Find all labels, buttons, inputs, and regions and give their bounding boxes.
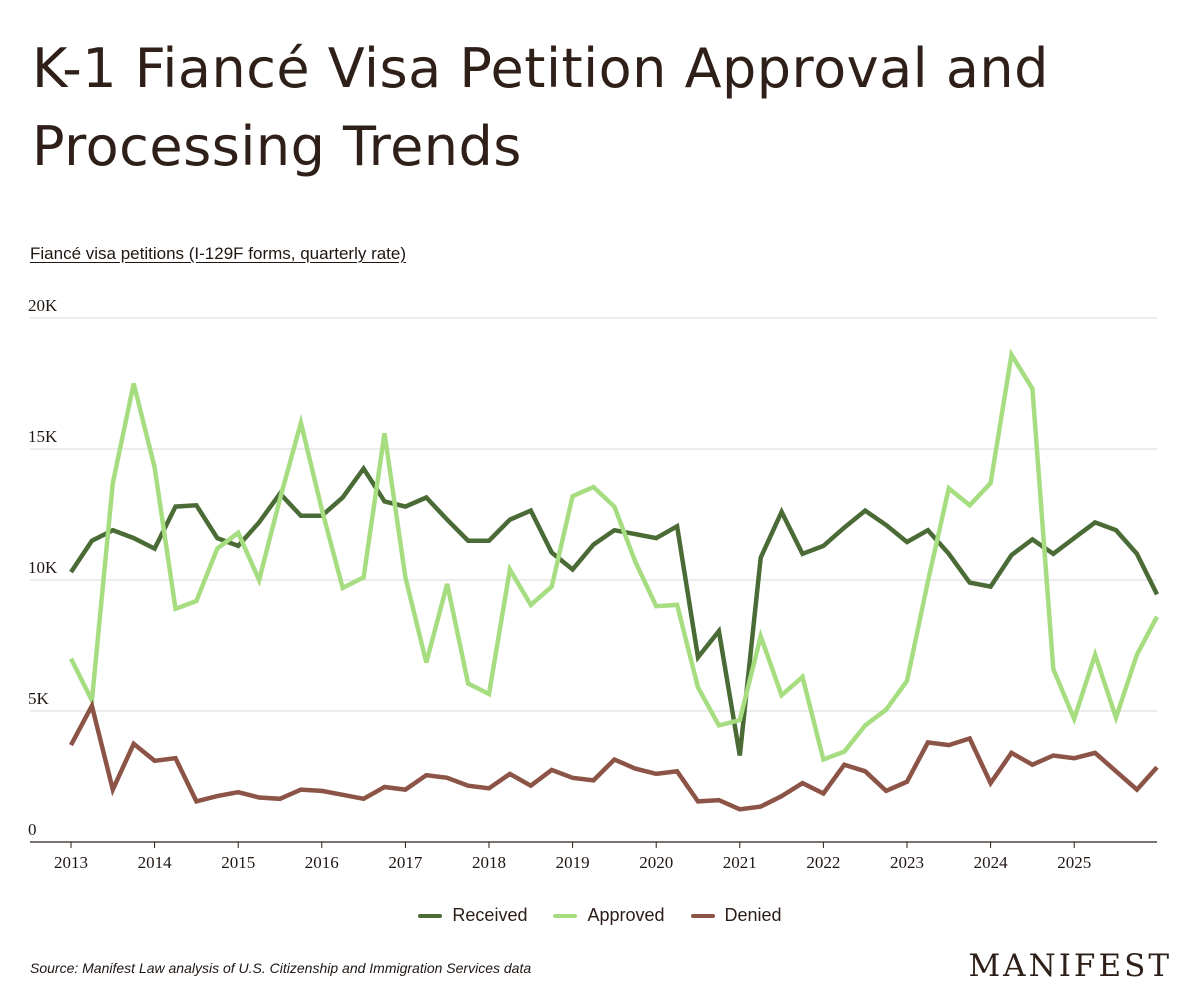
legend-swatch-received	[418, 913, 443, 918]
y-tick-label: 20K	[28, 296, 58, 315]
x-tick-label: 2018	[472, 853, 506, 872]
legend-item-approved[interactable]: Approved	[553, 905, 665, 926]
x-tick-label: 2015	[221, 853, 255, 872]
x-tick-label: 2022	[806, 853, 840, 872]
series-line-approved[interactable]	[68, 348, 1159, 763]
legend-swatch-approved	[553, 913, 578, 918]
legend-label-denied: Denied	[724, 905, 782, 925]
legend-item-denied[interactable]: Denied	[690, 905, 782, 926]
y-tick-label: 15K	[28, 427, 58, 446]
legend-label-approved: Approved	[587, 905, 665, 925]
y-tick-label: 10K	[28, 558, 58, 577]
legend-item-received[interactable]: Received	[418, 905, 527, 926]
x-tick-label: 2019	[556, 853, 590, 872]
legend-label-received: Received	[452, 905, 528, 925]
source-note: Source: Manifest Law analysis of U.S. Ci…	[30, 960, 532, 976]
series-line-denied[interactable]	[69, 699, 1159, 812]
y-tick-label: 5K	[28, 689, 50, 708]
x-tick-label: 2024	[974, 853, 1009, 872]
x-tick-label: 2013	[54, 853, 88, 872]
series-lines	[68, 348, 1160, 812]
y-tick-label: 0	[28, 820, 37, 839]
manifest-logo[interactable]: MANIFEST	[968, 948, 1172, 984]
x-tick-label: 2025	[1057, 853, 1091, 872]
page-title: K-1 Fiancé Visa Petition Approval and Pr…	[32, 37, 1049, 178]
chart-subtitle[interactable]: Fiancé visa petitions (I-129F forms, qua…	[30, 244, 407, 263]
grid-lines	[30, 317, 1157, 712]
legend-swatch-denied	[690, 913, 715, 918]
legend: Received Approved Denied	[0, 905, 1200, 926]
x-axis-ticks: 2013 2014 2015 2016 2017 2018 2019 2020 2021 2022…	[54, 842, 1091, 872]
x-tick-label: 2016	[305, 853, 339, 872]
y-axis-ticks: 0 5K 10K 15K 20K	[28, 296, 58, 839]
x-tick-label: 2017	[388, 853, 423, 872]
x-tick-label: 2023	[890, 853, 924, 872]
x-tick-label: 2014	[138, 853, 173, 872]
series-line-received[interactable]	[69, 464, 1160, 756]
x-tick-label: 2021	[723, 853, 757, 872]
x-tick-label: 2020	[639, 853, 673, 872]
